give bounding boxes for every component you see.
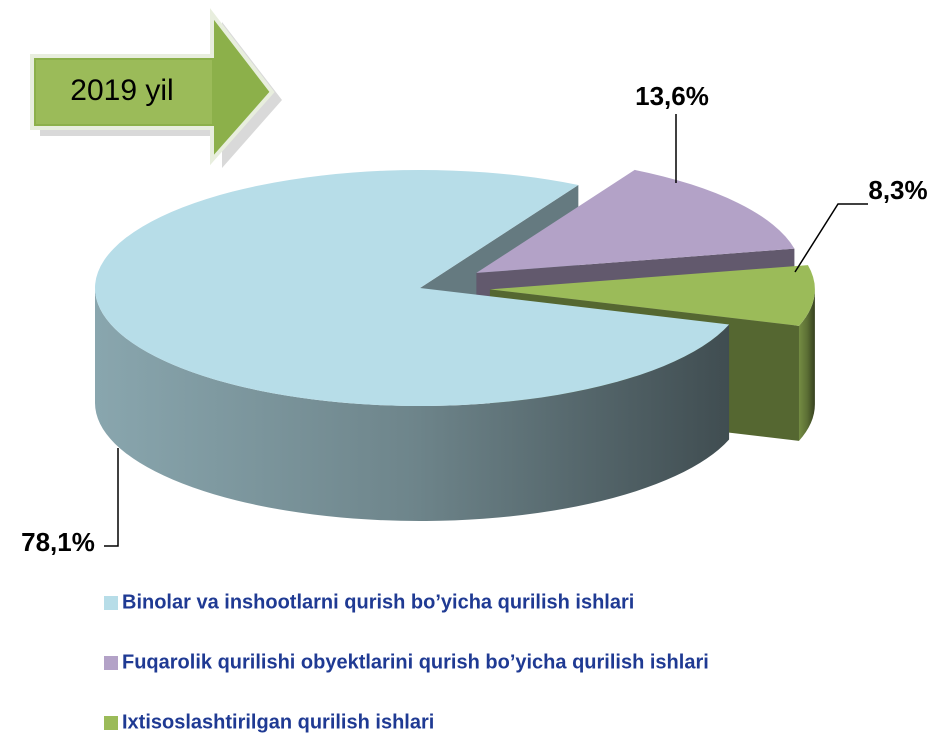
leader-line bbox=[104, 448, 119, 547]
leader-line bbox=[794, 203, 868, 273]
legend-swatch bbox=[104, 656, 118, 670]
chart-title: 2019 yil bbox=[70, 74, 173, 107]
data-label: 78,1% bbox=[21, 527, 95, 557]
slice bbox=[95, 170, 730, 407]
legend-swatch bbox=[104, 596, 118, 610]
legend-label: Binolar va inshootlarni qurish bo’yicha … bbox=[122, 591, 634, 613]
title-arrow bbox=[30, 8, 282, 168]
slice-side bbox=[798, 289, 815, 441]
slice bbox=[489, 265, 815, 326]
legend-swatch bbox=[104, 716, 118, 730]
legend-label: Fuqarolik qurilishi obyektlarini qurish … bbox=[122, 651, 709, 673]
data-label: 8,3% bbox=[868, 175, 927, 205]
data-label: 13,6% bbox=[635, 81, 709, 111]
slice bbox=[476, 169, 795, 273]
slice-side bbox=[95, 288, 730, 521]
legend-label: Ixtisoslashtirilgan qurilish ishlari bbox=[122, 711, 434, 733]
